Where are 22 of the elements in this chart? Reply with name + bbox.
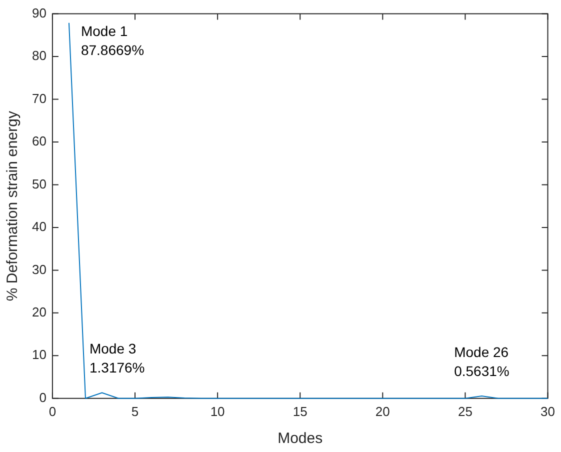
y-tick-label: 30 bbox=[32, 262, 46, 277]
y-tick-label: 0 bbox=[39, 390, 46, 405]
y-tick-label: 50 bbox=[32, 176, 46, 192]
y-tick-label: 20 bbox=[32, 304, 46, 320]
x-tick-label: 20 bbox=[375, 404, 390, 419]
y-tick-label: 90 bbox=[32, 5, 46, 20]
annotation: Mode 3 1.3176% bbox=[89, 340, 145, 376]
y-axis-title: % Deformation strain energy bbox=[4, 110, 22, 302]
x-tick-label: 25 bbox=[458, 404, 472, 419]
x-tick-label: 30 bbox=[540, 404, 556, 419]
x-tick-label: 0 bbox=[48, 404, 56, 419]
x-tick-label: 15 bbox=[292, 404, 308, 419]
y-tick-label: 10 bbox=[32, 347, 46, 362]
y-tick-label: 80 bbox=[32, 48, 46, 64]
annotation: Mode 1 87.8669% bbox=[80, 22, 144, 58]
x-tick-label: 5 bbox=[131, 404, 139, 419]
y-tick-label: 70 bbox=[32, 90, 46, 106]
y-tick-label: 60 bbox=[32, 134, 46, 149]
annotation: Mode 26 0.5631% bbox=[454, 344, 510, 379]
x-tick-label: 10 bbox=[210, 404, 225, 419]
x-axis-title: Modes bbox=[278, 430, 323, 448]
y-tick-label: 40 bbox=[32, 219, 46, 234]
